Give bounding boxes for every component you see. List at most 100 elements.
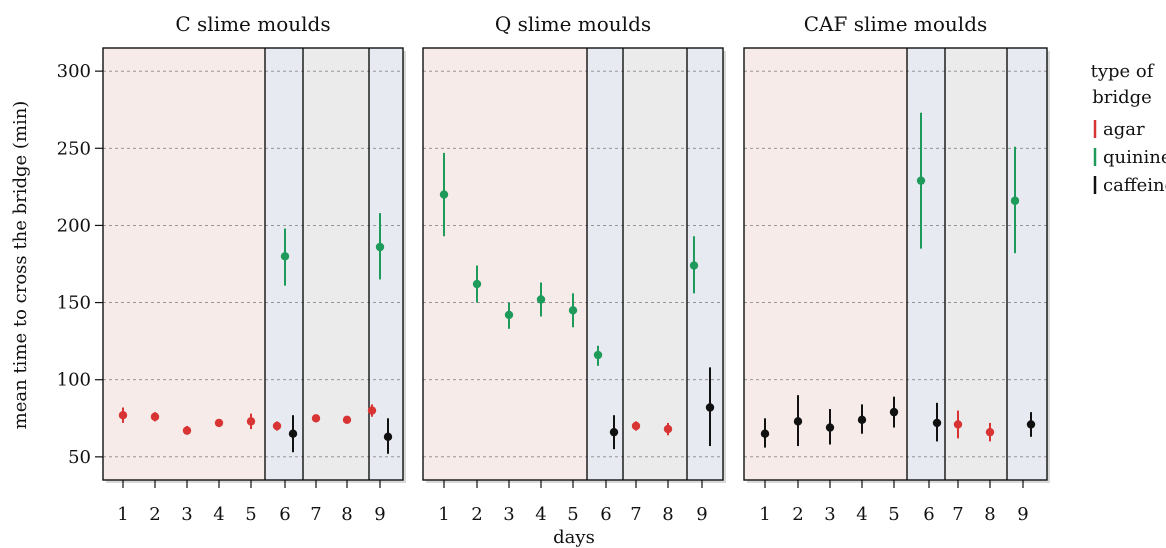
point-day2-quinine bbox=[472, 265, 482, 303]
mean-marker bbox=[383, 432, 393, 441]
mean-marker bbox=[504, 310, 514, 320]
point-day7-agar bbox=[631, 421, 641, 431]
y-tick-label: 300 bbox=[57, 61, 91, 82]
x-tick-label: 6 bbox=[923, 504, 934, 525]
y-axis-label: mean time to cross the bridge (min) bbox=[10, 101, 31, 430]
mean-marker bbox=[439, 190, 449, 199]
point-day5-quinine bbox=[568, 293, 578, 328]
point-day5-caffeine bbox=[889, 396, 899, 428]
shade-agar-days-1-5 bbox=[103, 48, 265, 480]
x-tick-label: 7 bbox=[952, 504, 963, 525]
point-day4-quinine bbox=[536, 282, 546, 317]
panel-title: Q slime moulds bbox=[495, 12, 651, 36]
mean-marker bbox=[825, 423, 835, 432]
mean-marker bbox=[985, 427, 995, 437]
x-tick-label: 1 bbox=[759, 504, 770, 525]
x-tick-label: 6 bbox=[279, 504, 290, 525]
point-day6-quinine bbox=[916, 112, 926, 249]
shade-bridge-days-6-6 bbox=[907, 48, 945, 480]
shade-bridge-days-9-9 bbox=[369, 48, 403, 480]
point-day9-caffeine bbox=[705, 367, 715, 447]
panel-title: C slime moulds bbox=[175, 12, 330, 36]
point-day6-quinine bbox=[280, 228, 290, 286]
y-tick-label: 100 bbox=[57, 370, 91, 391]
point-day1-quinine bbox=[439, 152, 449, 237]
mean-marker bbox=[342, 415, 352, 425]
x-tick-label: 2 bbox=[149, 504, 160, 525]
point-day1-agar bbox=[118, 407, 128, 423]
point-day9-agar bbox=[367, 404, 377, 417]
mean-marker bbox=[953, 420, 963, 429]
x-tick-label: 8 bbox=[341, 504, 352, 525]
mean-marker bbox=[214, 418, 224, 428]
point-day3-quinine bbox=[504, 302, 514, 329]
point-day7-agar bbox=[311, 414, 321, 423]
point-day9-quinine bbox=[1010, 146, 1020, 254]
legend-label-caffeine: caffeine bbox=[1103, 175, 1166, 196]
shade-agar-days-1-5 bbox=[744, 48, 907, 480]
point-day3-agar bbox=[182, 426, 192, 435]
mean-marker bbox=[246, 417, 256, 426]
mean-marker bbox=[705, 403, 715, 412]
legend-label-quinine: quinine bbox=[1103, 147, 1166, 168]
x-tick-label: 3 bbox=[503, 504, 514, 525]
x-tick-label: 2 bbox=[471, 504, 482, 525]
mean-marker bbox=[118, 411, 128, 420]
y-tick-label: 50 bbox=[68, 447, 91, 468]
mean-marker bbox=[689, 261, 699, 270]
shade-agar-days-1-5 bbox=[423, 48, 587, 480]
mean-marker bbox=[311, 414, 321, 423]
point-day9-caffeine bbox=[383, 418, 393, 454]
point-day6-caffeine bbox=[288, 415, 298, 453]
x-tick-label: 3 bbox=[181, 504, 192, 525]
x-tick-label: 4 bbox=[856, 504, 867, 525]
x-axis-label: days bbox=[553, 527, 595, 548]
point-day8-agar bbox=[342, 415, 352, 425]
point-day8-agar bbox=[663, 422, 673, 436]
mean-marker bbox=[593, 350, 603, 360]
mean-marker bbox=[367, 406, 377, 415]
x-tick-label: 9 bbox=[1017, 504, 1028, 525]
point-day8-agar bbox=[985, 422, 995, 442]
mean-marker bbox=[889, 407, 899, 417]
mean-marker bbox=[760, 429, 770, 438]
mean-marker bbox=[536, 295, 546, 304]
point-day7-agar bbox=[953, 410, 963, 439]
x-tick-label: 4 bbox=[213, 504, 224, 525]
x-tick-label: 8 bbox=[662, 504, 673, 525]
x-tick-label: 5 bbox=[567, 504, 578, 525]
panel-1: C slime moulds 1 2 3 4 5 6 7 8 9 bbox=[102, 12, 406, 525]
point-day4-agar bbox=[214, 418, 224, 428]
shade-bridge-days-6-6 bbox=[587, 48, 623, 480]
axes: mean time to cross the bridge (min) days bbox=[10, 101, 595, 548]
x-tick-label: 5 bbox=[245, 504, 256, 525]
mean-marker bbox=[288, 429, 298, 438]
panel-3: CAF slime moulds 1 2 3 4 5 6 7 8 9 bbox=[743, 12, 1050, 525]
mean-marker bbox=[280, 252, 290, 261]
point-day1-caffeine bbox=[760, 418, 770, 448]
point-day6-agar bbox=[272, 421, 282, 431]
shade-recovery-days-7-8 bbox=[623, 48, 687, 480]
panel-2: Q slime moulds 1 2 3 4 5 6 7 8 9 bbox=[422, 12, 726, 525]
point-day2-caffeine bbox=[793, 395, 803, 447]
x-tick-label: 7 bbox=[310, 504, 321, 525]
mean-marker bbox=[472, 279, 482, 289]
mean-marker bbox=[932, 418, 942, 428]
legend: type of bridge agar quinine caffeine bbox=[1091, 61, 1166, 196]
y-tick-label: 250 bbox=[57, 138, 91, 159]
x-tick-label: 2 bbox=[792, 504, 803, 525]
shade-bridge-days-9-9 bbox=[1007, 48, 1047, 480]
mean-marker bbox=[568, 306, 578, 315]
x-tick-label: 3 bbox=[824, 504, 835, 525]
point-day9-caffeine bbox=[1026, 412, 1036, 437]
mean-marker bbox=[631, 421, 641, 431]
x-tick-label: 1 bbox=[117, 504, 128, 525]
mean-marker bbox=[182, 426, 192, 435]
x-tick-label: 9 bbox=[374, 504, 385, 525]
x-tick-label: 5 bbox=[888, 504, 899, 525]
legend-label-agar: agar bbox=[1103, 119, 1145, 140]
panel-frame bbox=[743, 47, 1048, 481]
mean-marker bbox=[1026, 420, 1036, 429]
point-day3-caffeine bbox=[825, 409, 835, 445]
